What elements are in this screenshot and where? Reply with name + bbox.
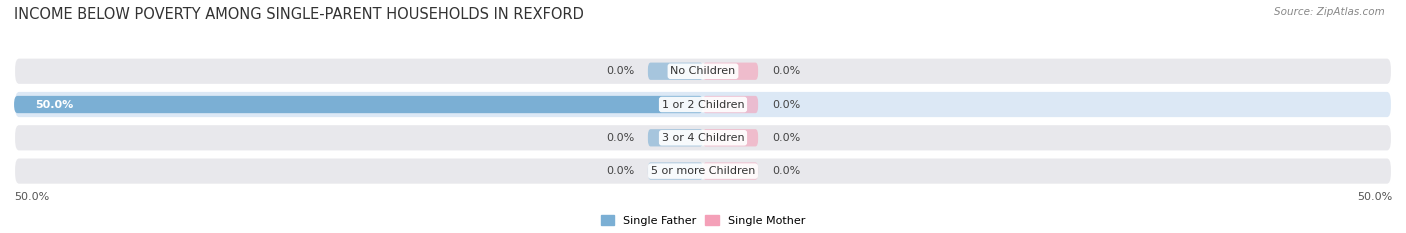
- Text: 1 or 2 Children: 1 or 2 Children: [662, 99, 744, 110]
- Text: 0.0%: 0.0%: [606, 166, 634, 176]
- Legend: Single Father, Single Mother: Single Father, Single Mother: [596, 211, 810, 230]
- FancyBboxPatch shape: [14, 91, 1392, 118]
- Text: 0.0%: 0.0%: [772, 133, 800, 143]
- Text: 0.0%: 0.0%: [772, 166, 800, 176]
- FancyBboxPatch shape: [648, 162, 703, 180]
- Text: Source: ZipAtlas.com: Source: ZipAtlas.com: [1274, 7, 1385, 17]
- FancyBboxPatch shape: [648, 129, 703, 147]
- Text: 50.0%: 50.0%: [35, 99, 73, 110]
- FancyBboxPatch shape: [14, 58, 1392, 85]
- Text: 0.0%: 0.0%: [772, 99, 800, 110]
- FancyBboxPatch shape: [703, 162, 758, 180]
- Text: 0.0%: 0.0%: [606, 133, 634, 143]
- Text: INCOME BELOW POVERTY AMONG SINGLE-PARENT HOUSEHOLDS IN REXFORD: INCOME BELOW POVERTY AMONG SINGLE-PARENT…: [14, 7, 583, 22]
- FancyBboxPatch shape: [703, 63, 758, 80]
- FancyBboxPatch shape: [14, 96, 703, 113]
- Text: 0.0%: 0.0%: [772, 66, 800, 76]
- Text: No Children: No Children: [671, 66, 735, 76]
- FancyBboxPatch shape: [648, 63, 703, 80]
- FancyBboxPatch shape: [703, 129, 758, 147]
- Text: 50.0%: 50.0%: [1357, 192, 1392, 202]
- Text: 50.0%: 50.0%: [14, 192, 49, 202]
- Text: 5 or more Children: 5 or more Children: [651, 166, 755, 176]
- FancyBboxPatch shape: [703, 96, 758, 113]
- Text: 0.0%: 0.0%: [606, 66, 634, 76]
- FancyBboxPatch shape: [14, 158, 1392, 185]
- Text: 3 or 4 Children: 3 or 4 Children: [662, 133, 744, 143]
- FancyBboxPatch shape: [14, 124, 1392, 151]
